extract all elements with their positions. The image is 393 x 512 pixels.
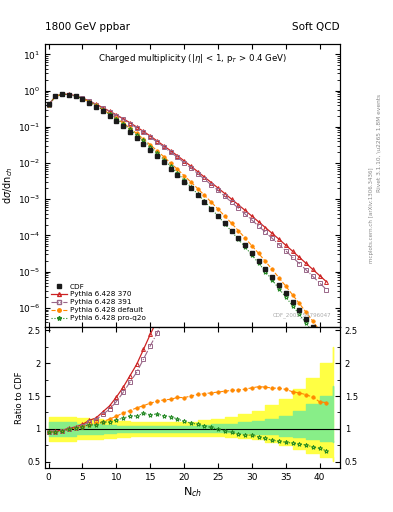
X-axis label: N$_{ch}$: N$_{ch}$: [183, 485, 202, 499]
Text: mcplots.cern.ch [arXiv:1306.3436]: mcplots.cern.ch [arXiv:1306.3436]: [369, 167, 374, 263]
Y-axis label: d$\sigma$/dn$_{ch}$: d$\sigma$/dn$_{ch}$: [1, 166, 15, 204]
Y-axis label: Ratio to CDF: Ratio to CDF: [15, 371, 24, 424]
Legend: CDF, Pythia 6.428 370, Pythia 6.428 391, Pythia 6.428 default, Pythia 6.428 pro-: CDF, Pythia 6.428 370, Pythia 6.428 391,…: [49, 282, 148, 323]
Text: Charged multiplicity ($|\eta|$ < 1, p$_T$ > 0.4 GeV): Charged multiplicity ($|\eta|$ < 1, p$_T…: [98, 52, 287, 65]
Text: Rivet 3.1.10, \u2265 1.8M events: Rivet 3.1.10, \u2265 1.8M events: [377, 94, 382, 193]
Text: Soft QCD: Soft QCD: [292, 22, 340, 32]
Text: CDF_2002_S4796047: CDF_2002_S4796047: [272, 313, 331, 318]
Text: 1800 GeV ppbar: 1800 GeV ppbar: [45, 22, 130, 32]
